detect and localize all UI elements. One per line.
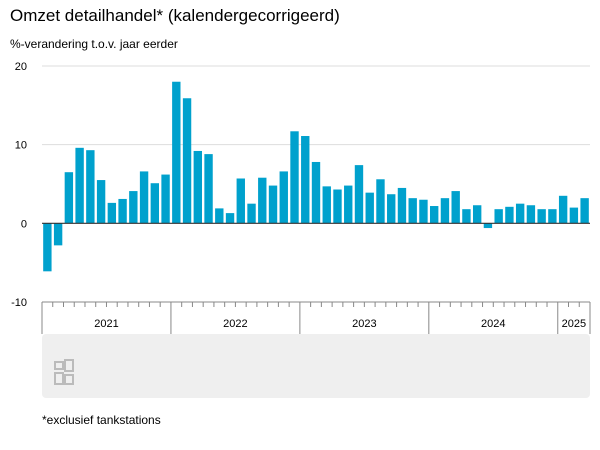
y-tick-label: 20 [15,61,27,73]
bar-2023-05 [344,185,353,224]
footnote: *exclusief tankstations [42,413,161,427]
bar-2023-11 [408,198,417,224]
bar-2022-05 [215,208,224,224]
bar-2024-10 [526,205,536,224]
bar-2023-06 [354,165,364,224]
bar-2024-09 [515,203,525,224]
bar-2023-03 [322,186,331,224]
bar-2022-02 [182,98,192,224]
bar-2021-01 [43,223,52,272]
year-label-2023: 2023 [352,318,376,330]
bar-2021-04 [75,147,84,224]
bar-2021-02 [53,223,63,246]
year-label-2025: 2025 [562,318,586,330]
bar-2022-03 [193,150,202,224]
bar-2024-11 [537,209,546,224]
bar-2024-05 [472,205,482,224]
bar-2022-06 [225,213,235,224]
bar-2024-02 [440,198,450,224]
bar-2023-01 [301,136,310,224]
bar-2023-10 [397,187,407,224]
bar-2021-10 [139,171,149,224]
bar-2024-03 [451,191,460,224]
bar-2022-08 [247,203,256,224]
chart-title: Omzet detailhandel* (kalendergecorrigeer… [10,6,340,25]
bar-2024-12 [548,209,557,224]
y-tick-label: -10 [11,297,27,309]
cbs-logo-icon [54,359,74,385]
bar-2021-08 [118,198,127,224]
bar-2021-03 [64,172,74,224]
year-label-2022: 2022 [223,318,247,330]
bar-2022-10 [268,185,278,224]
bar-2023-08 [376,179,385,224]
bar-2021-07 [107,202,117,224]
bar-2024-04 [462,209,471,224]
bar-2022-12 [290,131,299,224]
bar-2022-04 [204,154,213,224]
y-tick-label: 10 [15,140,27,152]
bar-2024-01 [430,206,439,224]
bar-2022-09 [258,177,267,224]
bar-2022-07 [236,178,245,224]
bar-2024-06 [483,223,493,229]
bar-2023-09 [387,194,396,224]
bar-2023-02 [311,161,321,224]
bar-2021-09 [129,191,138,224]
bar-2022-01 [172,81,181,224]
bar-2025-01 [558,195,568,224]
bar-2021-12 [161,174,170,224]
bar-2021-11 [150,183,160,224]
time-slider-panel[interactable] [42,334,590,398]
year-label-2024: 2024 [481,318,505,330]
year-label-2021: 2021 [94,318,118,330]
bar-2023-07 [365,192,374,224]
bar-2021-05 [86,150,95,224]
bar-2025-03 [580,198,589,224]
bar-2023-04 [333,189,342,224]
bar-2025-02 [569,207,579,224]
bar-2024-07 [494,209,503,224]
y-tick-label: 0 [21,218,27,230]
y-axis-unit-label: %-verandering t.o.v. jaar eerder [10,37,178,51]
bar-2024-08 [505,206,514,224]
bar-2022-11 [279,171,288,224]
bar-2021-06 [96,180,106,224]
bar-2023-12 [419,199,428,224]
